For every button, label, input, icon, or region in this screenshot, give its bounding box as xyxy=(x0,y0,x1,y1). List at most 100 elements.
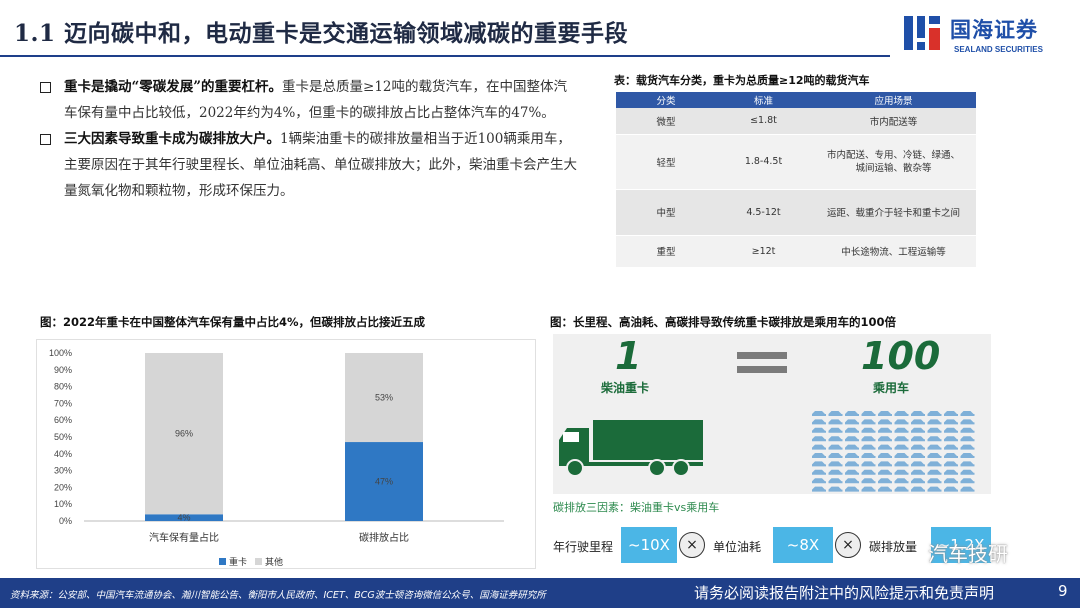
car-icon xyxy=(812,444,826,450)
car-icon xyxy=(812,436,826,442)
car-icon xyxy=(911,469,925,475)
bullet-item: 重卡是撬动“零碳发展”的重要杠杆。重卡是总质量≥12吨的载货汽车，在中国整体汽车… xyxy=(38,74,578,126)
table-row: 中型 4.5-12t 运距、载重介于轻卡和重卡之间 xyxy=(616,189,976,236)
car-icon xyxy=(878,419,892,425)
table-row: 轻型 1.8-4.5t 市内配送、专用、冷链、绿通、 城间运输、散杂等 xyxy=(616,134,976,190)
car-icon xyxy=(944,469,958,475)
car-icon xyxy=(878,453,892,458)
factor-value-mileage: ~10X xyxy=(621,527,677,563)
data-label: 96% xyxy=(175,429,193,439)
car-icon xyxy=(878,427,892,433)
car-icon xyxy=(878,478,892,484)
title-underline xyxy=(0,55,890,57)
car-icon xyxy=(828,478,843,484)
passenger-cars-icon-grid xyxy=(812,411,975,492)
table-cell-scene: 运距、载重介于轻卡和重卡之间 xyxy=(811,189,976,236)
header: 1.1 迈向碳中和，电动重卡是交通运输领域减碳的重要手段 国海证券 SEALAN… xyxy=(0,0,1080,62)
car-icon xyxy=(812,411,826,416)
car-icon xyxy=(861,478,876,484)
legend-swatch xyxy=(219,558,226,565)
car-icon xyxy=(828,461,843,467)
car-icon xyxy=(911,444,925,450)
car-icon xyxy=(845,444,859,450)
y-tick-label: 0% xyxy=(59,516,72,526)
car-icon xyxy=(927,444,942,450)
bullet-text: 1辆柴油重卡的碳排放量相当于近100辆乘用车，主要原因在于其年行驶里程长、单位油… xyxy=(64,131,577,199)
car-icon xyxy=(944,427,958,433)
legend-label: 其他 xyxy=(265,556,283,568)
car-icon xyxy=(861,486,876,492)
car-icon xyxy=(960,411,975,416)
table-cell-standard: 1.8-4.5t xyxy=(716,134,811,190)
car-icon xyxy=(878,411,892,416)
bullet-item: 三大因素导致重卡成为碳排放大户。1辆柴油重卡的碳排放量相当于近100辆乘用车，主… xyxy=(38,126,578,204)
car-icon xyxy=(812,461,826,467)
car-icon xyxy=(911,478,925,484)
table-cell-scene: 市内配送、专用、冷链、绿通、 城间运输、散杂等 xyxy=(811,134,976,190)
car-icon xyxy=(845,436,859,442)
table-cell-scene: 中长途物流、工程运输等 xyxy=(811,235,976,268)
data-label: 47% xyxy=(375,477,393,487)
car-icon xyxy=(911,486,925,492)
chart-caption: 图：2022年重卡在中国整体汽车保有量中占比4%，但碳排放占比接近五成 xyxy=(40,315,426,329)
car-icon xyxy=(861,411,876,416)
bar-segment-heavy-truck xyxy=(345,442,423,521)
car-icon xyxy=(845,469,859,475)
multiply-icon: × xyxy=(835,532,861,558)
truck-classification-table: 分类 标准 应用场景 微型 ≤1.8t 市内配送等 轻型 1.8-4.5t 市内… xyxy=(616,92,976,268)
car-icon xyxy=(894,461,909,467)
footer-source: 资料来源：公安部、中国汽车流通协会、瀚川智能公告、衡阳市人民政府、ICET、BC… xyxy=(10,590,546,601)
stacked-bar-chart: 0% 10% 20% 30% 40% 50% 60% 70% 80% 90% 100% 4% 96% 汽车… xyxy=(49,348,504,568)
factor-value-emission: ~1.2X xyxy=(931,527,991,563)
y-tick-label: 10% xyxy=(54,499,72,509)
car-icon xyxy=(878,461,892,467)
car-icon xyxy=(960,419,975,425)
chart-frame xyxy=(36,339,536,569)
car-icon xyxy=(927,469,942,475)
infographic-caption: 图：长里程、高油耗、高碳排导致传统重卡碳排放是乘用车的100倍 xyxy=(550,315,897,329)
car-icon xyxy=(894,419,909,425)
car-icon xyxy=(894,453,909,458)
car-icon xyxy=(944,486,958,492)
table-row: 重型 ≥12t 中长途物流、工程运输等 xyxy=(616,235,976,268)
x-category-label: 汽车保有量占比 xyxy=(149,531,219,544)
car-icon xyxy=(812,419,826,425)
car-icon xyxy=(845,453,859,458)
car-icon xyxy=(960,436,975,442)
car-icon xyxy=(828,444,843,450)
car-icon xyxy=(878,436,892,442)
car-icon xyxy=(894,411,909,416)
logo-chinese-name: 国海证券 xyxy=(950,18,1038,42)
factor-value-fuel: ~8X xyxy=(773,527,833,563)
truck-count-label: 柴油重卡 xyxy=(601,381,650,395)
car-icon xyxy=(927,419,942,425)
car-icon xyxy=(861,427,876,433)
page-title: 1.1 迈向碳中和，电动重卡是交通运输领域减碳的重要手段 xyxy=(14,20,629,47)
factor-label-emission: 碳排放量 xyxy=(869,540,918,554)
bar-segment-other xyxy=(145,353,223,515)
car-icon xyxy=(828,427,843,433)
car-icon xyxy=(927,461,942,467)
table-cell-standard: ≤1.8t xyxy=(716,108,811,135)
car-icon xyxy=(960,486,975,492)
car-icon xyxy=(828,486,843,492)
y-tick-label: 70% xyxy=(54,398,72,408)
y-tick-label: 50% xyxy=(54,432,72,442)
table-header-type: 分类 xyxy=(616,92,716,108)
bullet-heading: 三大因素导致重卡成为碳排放大户。 xyxy=(64,131,280,147)
table-cell-type: 重型 xyxy=(616,235,716,268)
car-icon xyxy=(927,411,942,416)
car-icon xyxy=(894,427,909,433)
table-cell-type: 微型 xyxy=(616,108,716,135)
car-icon xyxy=(812,427,826,433)
bar-segment-heavy-truck xyxy=(145,514,223,521)
car-icon xyxy=(894,478,909,484)
car-icon xyxy=(927,427,942,433)
car-icon xyxy=(911,411,925,416)
car-icon xyxy=(845,461,859,467)
car-icon xyxy=(828,419,843,425)
watermark-text: 汽车技研 xyxy=(928,542,1008,566)
car-icon xyxy=(812,469,826,475)
car-icon xyxy=(861,461,876,467)
car-icon xyxy=(944,453,958,458)
